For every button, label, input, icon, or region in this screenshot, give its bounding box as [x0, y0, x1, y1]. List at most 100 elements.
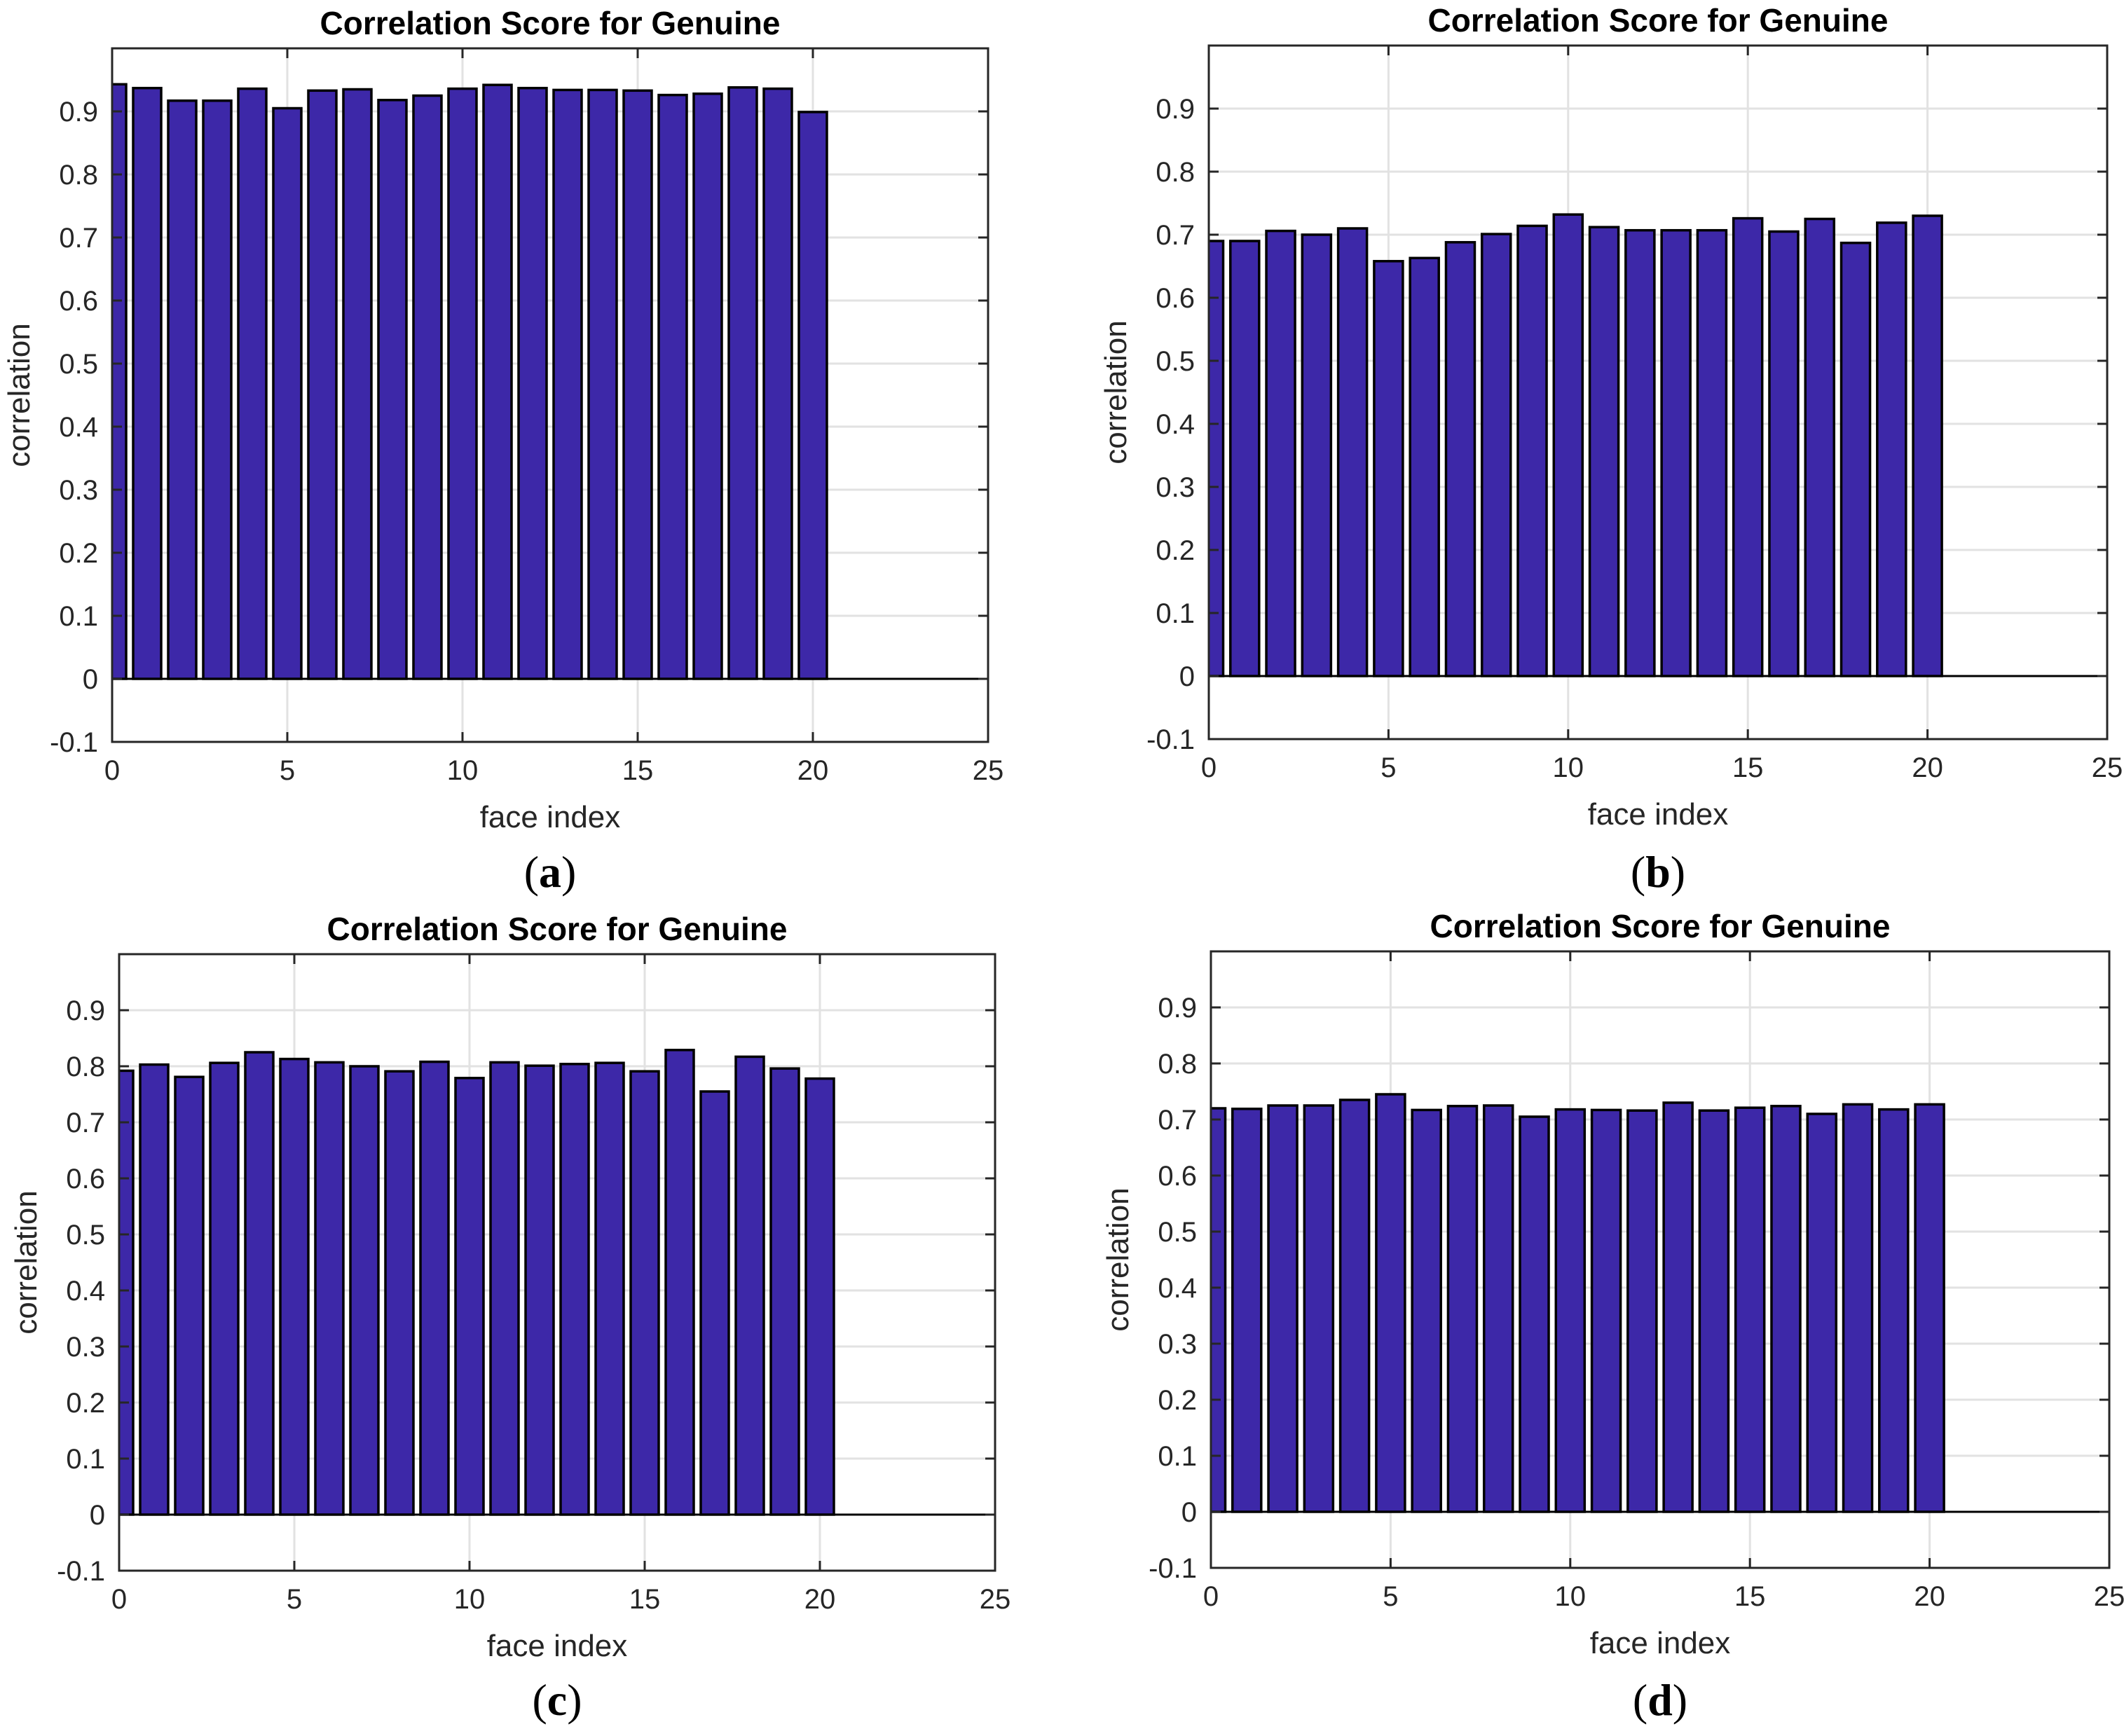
x-tick-label: 25 — [973, 755, 1004, 786]
bar-a-16 — [657, 93, 688, 680]
y-axis-label-b: correlation — [1099, 320, 1133, 464]
bar-c-1 — [139, 1063, 170, 1516]
bar-b-13 — [1660, 228, 1692, 677]
bar-b-20 — [1912, 214, 1943, 677]
y-tick-label: 0.1 — [59, 601, 98, 632]
bar-b-7 — [1444, 241, 1476, 677]
bars-c — [119, 1049, 835, 1516]
bar-b-10 — [1552, 213, 1584, 677]
x-tick-label: 5 — [280, 755, 295, 786]
bar-c-5 — [279, 1057, 310, 1516]
bar-b-17 — [1804, 217, 1836, 677]
x-tick-label: 15 — [1732, 752, 1764, 783]
x-tick-label: 10 — [1553, 752, 1584, 783]
bar-c-0 — [119, 1069, 135, 1516]
bar-d-19 — [1878, 1108, 1910, 1513]
bar-c-18 — [734, 1055, 765, 1516]
bar-b-11 — [1588, 226, 1620, 677]
bar-c-20 — [804, 1077, 835, 1516]
y-tick-label: 0 — [1179, 661, 1195, 692]
bar-b-16 — [1768, 230, 1800, 677]
bar-b-18 — [1839, 241, 1872, 677]
x-tick-label: 10 — [454, 1584, 486, 1615]
y-tick-label: -0.1 — [1149, 1553, 1197, 1584]
bar-d-20 — [1914, 1103, 1945, 1513]
chart-title-d: Correlation Score for Genuine — [1430, 908, 1891, 944]
y-tick-label: 0.1 — [1158, 1441, 1197, 1472]
bar-b-12 — [1624, 228, 1656, 677]
y-tick-label: 0.5 — [1156, 346, 1195, 377]
bar-d-11 — [1590, 1108, 1622, 1513]
x-axis-label-a: face index — [480, 800, 621, 834]
caption-a-open: ( — [523, 847, 539, 897]
x-axis-label-b: face index — [1588, 797, 1729, 832]
bar-a-7 — [342, 88, 373, 680]
x-axis-label-d: face index — [1590, 1626, 1731, 1660]
bar-d-5 — [1375, 1093, 1406, 1513]
y-tick-label: 0.3 — [1158, 1329, 1197, 1360]
y-tick-label: 0.1 — [66, 1444, 105, 1475]
bar-c-16 — [664, 1049, 695, 1516]
bar-b-2 — [1265, 229, 1296, 677]
bars-a — [112, 83, 828, 680]
bar-c-12 — [524, 1064, 555, 1516]
x-tick-label: 0 — [1201, 752, 1217, 783]
bar-a-11 — [482, 83, 513, 680]
caption-a-letter: a — [539, 847, 561, 897]
y-tick-label: 0.7 — [1156, 220, 1195, 251]
x-tick-label: 15 — [1734, 1581, 1766, 1612]
bar-a-8 — [377, 99, 408, 680]
y-tick-label: 0.3 — [1156, 472, 1195, 503]
bar-d-15 — [1734, 1106, 1766, 1513]
x-tick-label: 25 — [2092, 752, 2123, 783]
y-tick-label: 0 — [83, 664, 98, 695]
y-tick-label: 0.3 — [66, 1332, 105, 1363]
y-axis-label-d: correlation — [1101, 1187, 1135, 1331]
bar-b-4 — [1336, 227, 1369, 677]
bar-b-8 — [1480, 233, 1512, 677]
bar-d-17 — [1806, 1112, 1838, 1513]
bar-c-11 — [489, 1061, 520, 1516]
plot-box — [1207, 44, 2109, 740]
y-axis-label-c: correlation — [9, 1190, 43, 1334]
bar-c-9 — [419, 1060, 450, 1516]
bar-b-3 — [1301, 233, 1333, 677]
chart-b: 0 5 10 15 20 25-0.100.10.20.30.40.50.60.70.80… — [1099, 2, 2123, 832]
y-tick-label: 0.7 — [1158, 1105, 1197, 1136]
y-tick-label: 0.8 — [59, 160, 98, 191]
bar-c-10 — [454, 1077, 485, 1516]
bar-a-19 — [762, 87, 793, 680]
y-tick-label: 0.6 — [1156, 283, 1195, 314]
caption-c: (c) — [119, 1674, 995, 1726]
bar-a-5 — [272, 106, 303, 680]
y-tick-label: 0.6 — [1158, 1161, 1197, 1192]
caption-d-open: ( — [1632, 1675, 1648, 1725]
bar-c-15 — [629, 1070, 660, 1516]
x-tick-label: 5 — [1380, 752, 1396, 783]
caption-c-open: ( — [532, 1675, 547, 1725]
bar-c-3 — [209, 1061, 240, 1516]
y-tick-label: 0.9 — [66, 996, 105, 1026]
y-tick-label: 0.9 — [59, 97, 98, 128]
bar-d-9 — [1519, 1115, 1550, 1513]
y-tick-label: 0.5 — [1158, 1217, 1197, 1248]
y-tick-label: 0.4 — [1156, 409, 1195, 440]
bar-b-9 — [1516, 224, 1548, 677]
x-tick-label: 5 — [1383, 1581, 1398, 1612]
caption-b-letter: b — [1645, 847, 1671, 897]
bar-d-16 — [1770, 1105, 1802, 1513]
x-tick-label: 0 — [111, 1584, 127, 1615]
bar-b-6 — [1409, 256, 1440, 677]
x-tick-label: 0 — [1203, 1581, 1219, 1612]
bar-c-2 — [174, 1075, 205, 1516]
y-tick-label: 0.5 — [59, 349, 98, 380]
caption-d-letter: d — [1647, 1675, 1673, 1725]
bar-c-7 — [349, 1065, 380, 1516]
caption-a-close: ) — [561, 847, 577, 897]
bar-a-6 — [307, 89, 338, 680]
bar-b-5 — [1373, 260, 1404, 677]
chart-c: 0 5 10 15 20 25-0.100.10.20.30.40.50.60.70.80… — [9, 911, 1010, 1663]
y-tick-label: 0.9 — [1156, 94, 1195, 125]
